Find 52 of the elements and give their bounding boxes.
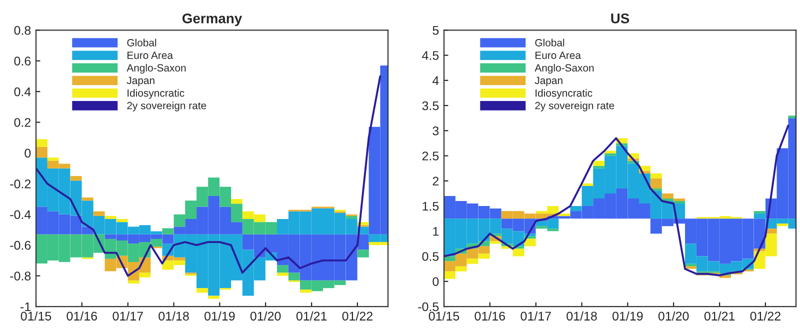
y-tick-label: 0.4 <box>14 87 31 96</box>
x-tick-label: 01/17 <box>520 311 551 321</box>
y-tick-label: 0 <box>24 148 31 158</box>
y-tick-label: -0.4 <box>10 210 31 220</box>
y-tick-label: 2.5 <box>422 152 439 160</box>
legend-label: Global <box>127 38 156 46</box>
y-tick-label: 0.2 <box>14 118 31 127</box>
y-tick-label: 3 <box>432 126 439 136</box>
y-tick-label: -0.6 <box>10 240 31 250</box>
x-tick-label: 01/22 <box>342 311 372 321</box>
legend-label: Idiosyncratic <box>128 89 184 99</box>
y-tick-label: -0.5 <box>418 302 439 312</box>
x-tick-label: 01/19 <box>612 311 643 321</box>
x-tick-label: 01/22 <box>750 311 780 321</box>
chart-title: Germany <box>182 14 242 26</box>
legend-label: Euro Area <box>536 52 581 59</box>
legend-label: Anglo-Saxon <box>534 64 594 74</box>
x-tick-label: 01/16 <box>66 311 97 321</box>
x-tick-label: 01/18 <box>566 311 597 321</box>
y-tick-label: 1 <box>433 227 439 236</box>
y-tick-label: 0.6 <box>14 56 31 66</box>
y-tick-label: 1.5 <box>422 202 439 211</box>
x-tick-label: 01/15 <box>20 311 52 321</box>
y-tick-label: 0.5 <box>422 252 439 261</box>
y-tick-label: -0.2 <box>10 179 31 188</box>
legend-label: Japan <box>126 76 154 86</box>
y-tick-label: 4.5 <box>422 51 439 60</box>
x-tick-label: 01/16 <box>474 311 505 321</box>
y-tick-label: -1 <box>20 302 31 312</box>
legend-label: Japan <box>534 76 562 86</box>
legend-label: Anglo-Saxon <box>126 64 186 74</box>
x-tick-label: 01/20 <box>250 311 281 321</box>
x-tick-label: 01/20 <box>658 311 689 321</box>
x-tick-label: 01/21 <box>704 311 735 321</box>
x-tick-label: 01/21 <box>296 311 327 321</box>
legend-label: 2y sovereign rate <box>535 102 614 112</box>
legend-label: Idiosyncratic <box>536 89 592 99</box>
x-tick-label: 01/18 <box>158 311 189 321</box>
y-tick-label: 0.8 <box>14 26 31 35</box>
y-tick-label: 4 <box>432 76 439 85</box>
x-tick-label: 01/19 <box>204 311 235 321</box>
y-tick-label: 3.5 <box>422 101 439 110</box>
y-tick-label: 5 <box>432 26 439 35</box>
chart-title: US <box>611 14 630 24</box>
legend-label: Euro Area <box>128 52 173 59</box>
legend-label: 2y sovereign rate <box>127 102 206 112</box>
y-tick-label: -0.8 <box>10 272 31 280</box>
y-tick-label: 2 <box>432 176 439 186</box>
y-tick-label: 0 <box>432 277 439 286</box>
x-tick-label: 01/17 <box>112 311 143 321</box>
x-tick-label: 01/15 <box>428 311 460 321</box>
legend-label: Global <box>535 38 564 46</box>
